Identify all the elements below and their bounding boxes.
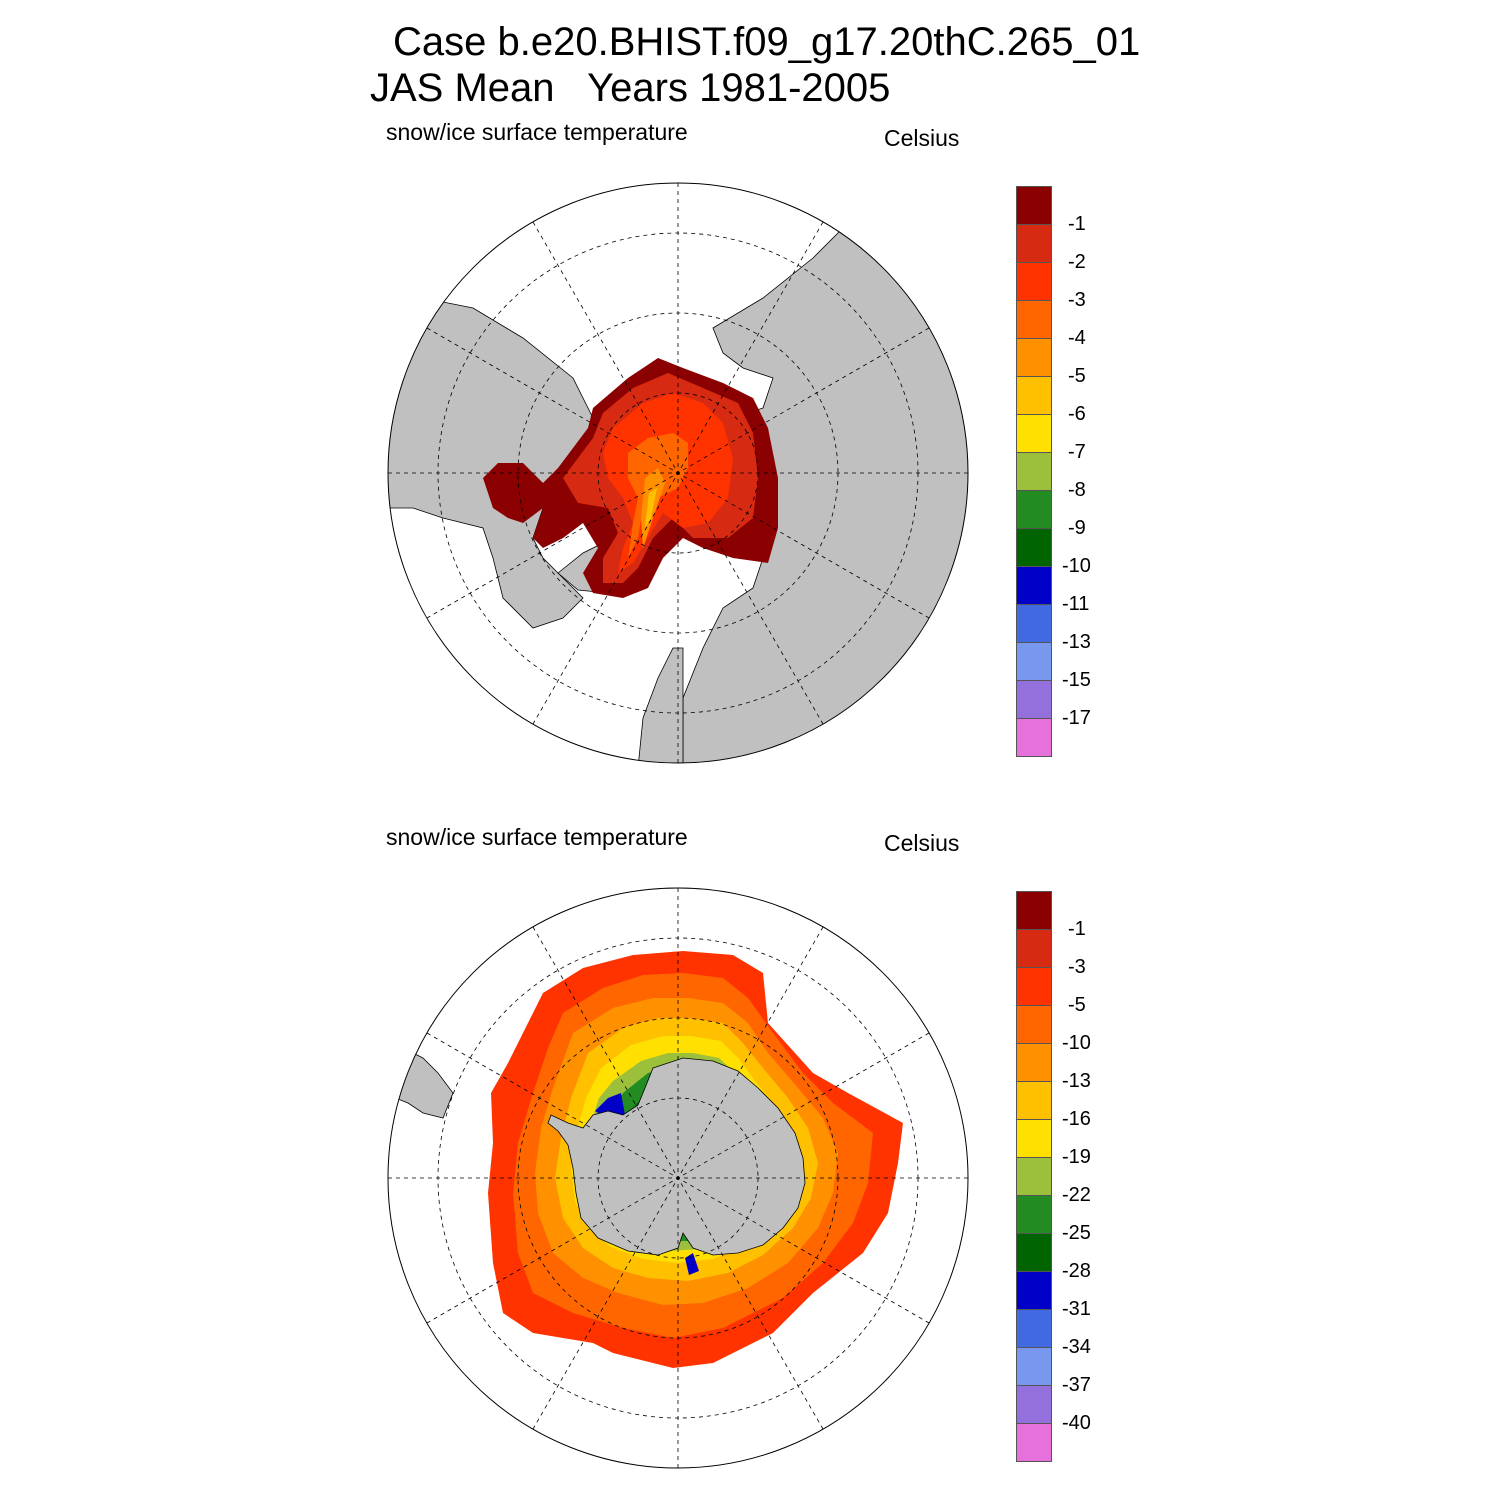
colorbar-swatch xyxy=(1016,491,1052,529)
antarctic-polar-map xyxy=(387,887,969,1469)
colorbar-swatch xyxy=(1016,415,1052,453)
colorbar-tick-label: -11 xyxy=(1062,593,1090,615)
colorbar-tick-label: -6 xyxy=(1068,403,1086,425)
colorbar-swatch xyxy=(1016,377,1052,415)
colorbar-swatch xyxy=(1016,529,1052,567)
colorbar-swatch xyxy=(1016,339,1052,377)
colorbar-swatch xyxy=(1016,719,1052,757)
arctic-sea-ice-field xyxy=(483,358,778,598)
colorbar-swatch xyxy=(1016,643,1052,681)
colorbar-tick-label: -7 xyxy=(1068,441,1086,463)
colorbar-swatch xyxy=(1016,1006,1052,1044)
panel1-variable-label: snow/ice surface temperature xyxy=(386,119,688,145)
colorbar-tick-label: -31 xyxy=(1062,1298,1091,1320)
colorbar-swatch xyxy=(1016,968,1052,1006)
colorbar-swatch xyxy=(1016,1234,1052,1272)
colorbar-swatch xyxy=(1016,681,1052,719)
arctic-polar-map xyxy=(387,182,969,764)
colorbar-tick-label: -19 xyxy=(1062,1146,1091,1168)
colorbar-tick-label: -37 xyxy=(1062,1374,1091,1396)
colorbar-tick-label: -34 xyxy=(1062,1336,1091,1358)
colorbar-tick-label: -22 xyxy=(1062,1184,1091,1206)
colorbar-swatch xyxy=(1016,567,1052,605)
colorbar-tick-label: -3 xyxy=(1068,289,1086,311)
map-border xyxy=(387,887,969,1469)
panel1-units-label: Celsius xyxy=(884,125,960,151)
colorbar-swatch xyxy=(1016,1348,1052,1386)
colorbar-tick-label: -2 xyxy=(1068,251,1086,273)
colorbar-swatch xyxy=(1016,930,1052,968)
colorbar-tick-label: -3 xyxy=(1068,956,1086,978)
figure-title-case: Case b.e20.BHIST.f09_g17.20thC.265_01 xyxy=(393,20,1141,64)
colorbar-tick-label: -1 xyxy=(1068,918,1086,940)
colorbar-swatch xyxy=(1016,1272,1052,1310)
colorbar-tick-label: -8 xyxy=(1068,479,1086,501)
colorbar-swatch xyxy=(1016,263,1052,301)
colorbar-swatch xyxy=(1016,1386,1052,1424)
colorbar-tick-label: -17 xyxy=(1062,707,1091,729)
colorbar-swatch xyxy=(1016,1120,1052,1158)
map-border xyxy=(387,182,969,764)
graticule xyxy=(388,183,968,763)
colorbar-tick-label: -40 xyxy=(1062,1412,1091,1434)
graticule xyxy=(388,888,968,1468)
colorbar-tick-label: -9 xyxy=(1068,517,1086,539)
colorbar-tick-label: -5 xyxy=(1068,994,1086,1016)
colorbar-tick-label: -10 xyxy=(1062,1032,1091,1054)
colorbar-swatch xyxy=(1016,186,1052,225)
panel2-variable-label: snow/ice surface temperature xyxy=(386,824,688,850)
panel1-colorbar xyxy=(1016,186,1052,757)
figure-title-period: JAS Mean Years 1981-2005 xyxy=(370,66,891,110)
colorbar-swatch xyxy=(1016,1044,1052,1082)
panel2-colorbar xyxy=(1016,891,1052,1462)
panel2-units-label: Celsius xyxy=(884,830,960,856)
colorbar-swatch xyxy=(1016,301,1052,339)
colorbar-tick-label: -16 xyxy=(1062,1108,1091,1130)
colorbar-tick-label: -1 xyxy=(1068,213,1086,235)
colorbar-tick-label: -28 xyxy=(1062,1260,1091,1282)
colorbar-swatch xyxy=(1016,1310,1052,1348)
colorbar-tick-label: -13 xyxy=(1062,1070,1091,1092)
colorbar-swatch xyxy=(1016,1082,1052,1120)
colorbar-swatch xyxy=(1016,1196,1052,1234)
colorbar-tick-label: -10 xyxy=(1062,555,1091,577)
colorbar-swatch xyxy=(1016,1424,1052,1462)
colorbar-swatch xyxy=(1016,891,1052,930)
colorbar-tick-label: -15 xyxy=(1062,669,1091,691)
colorbar-tick-label: -25 xyxy=(1062,1222,1091,1244)
colorbar-swatch xyxy=(1016,1158,1052,1196)
colorbar-tick-label: -4 xyxy=(1068,327,1086,349)
colorbar-swatch xyxy=(1016,225,1052,263)
colorbar-swatch xyxy=(1016,605,1052,643)
colorbar-tick-label: -5 xyxy=(1068,365,1086,387)
colorbar-swatch xyxy=(1016,453,1052,491)
colorbar-tick-label: -13 xyxy=(1062,631,1091,653)
